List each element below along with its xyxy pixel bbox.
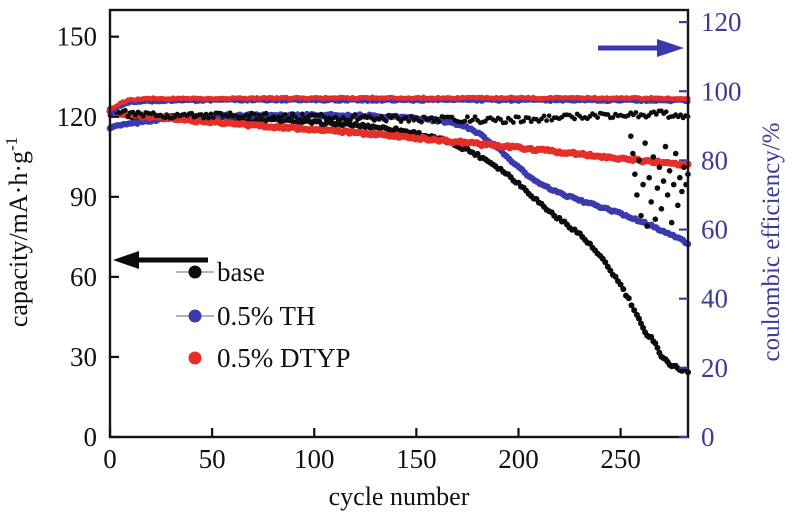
left-arrowhead-icon [113,251,139,269]
x-tick-label: 50 [199,444,226,474]
legend-label-dtyp: 0.5% DTYP [217,343,351,373]
y-right-tick-label: 120 [701,7,742,37]
series-dtyp-efficiency [107,94,691,113]
efficiency-axis-arrow [598,39,684,57]
y-left-tick-label: 90 [70,182,97,212]
series-base-capacity [107,106,691,376]
y-left-tick-label: 0 [84,422,98,452]
x-tick-label: 200 [498,444,539,474]
y-right-tick-label: 100 [701,76,742,106]
legend-marker-dot-base [188,265,202,279]
series-dtyp-capacity [106,107,692,169]
legend-marker-dot-th [188,309,202,323]
legend-item-base: base [176,257,265,287]
right-arrowhead-icon [657,39,684,57]
y-right-tick-label: 60 [701,215,728,245]
y-right-tick-label: 20 [701,353,728,383]
y-left-tick-label: 120 [57,102,98,132]
series-base-efficiency [107,107,691,126]
right-axis-label: coulombic efficiency/% [758,122,785,361]
legend-label-th: 0.5% TH [217,301,316,331]
x-tick-label: 250 [600,444,641,474]
legend-item-th: 0.5% TH [176,301,316,331]
y-right-tick-label: 40 [701,284,728,314]
x-axis-label: cycle number [329,482,470,511]
x-tick-label: 150 [396,444,437,474]
series-layer [106,94,692,376]
x-tick-label: 100 [294,444,335,474]
y-left-tick-label: 150 [57,22,98,52]
left-axis-label: capacity/mA·h·g-1 [2,137,33,327]
capacity-axis-arrow [113,251,208,269]
y-left-tick-label: 30 [70,342,97,372]
legend-item-dtyp: 0.5% DTYP [188,343,351,373]
plot-frame [108,8,690,439]
y-right-tick-label: 0 [701,422,715,452]
y-right-tick-label: 80 [701,145,728,175]
series-base-efficiency-scatter [628,133,691,229]
legend: base 0.5% TH 0.5% DTYP [176,257,351,373]
y-left-tick-label: 60 [70,262,97,292]
legend-label-base: base [217,257,265,287]
axes-ticks: 0 50 100 150 200 250 0 30 60 90 120 150 0 20 40 60 80 100… [57,7,742,474]
legend-marker-dot-dtyp [188,351,202,365]
x-tick-label: 0 [103,444,117,474]
